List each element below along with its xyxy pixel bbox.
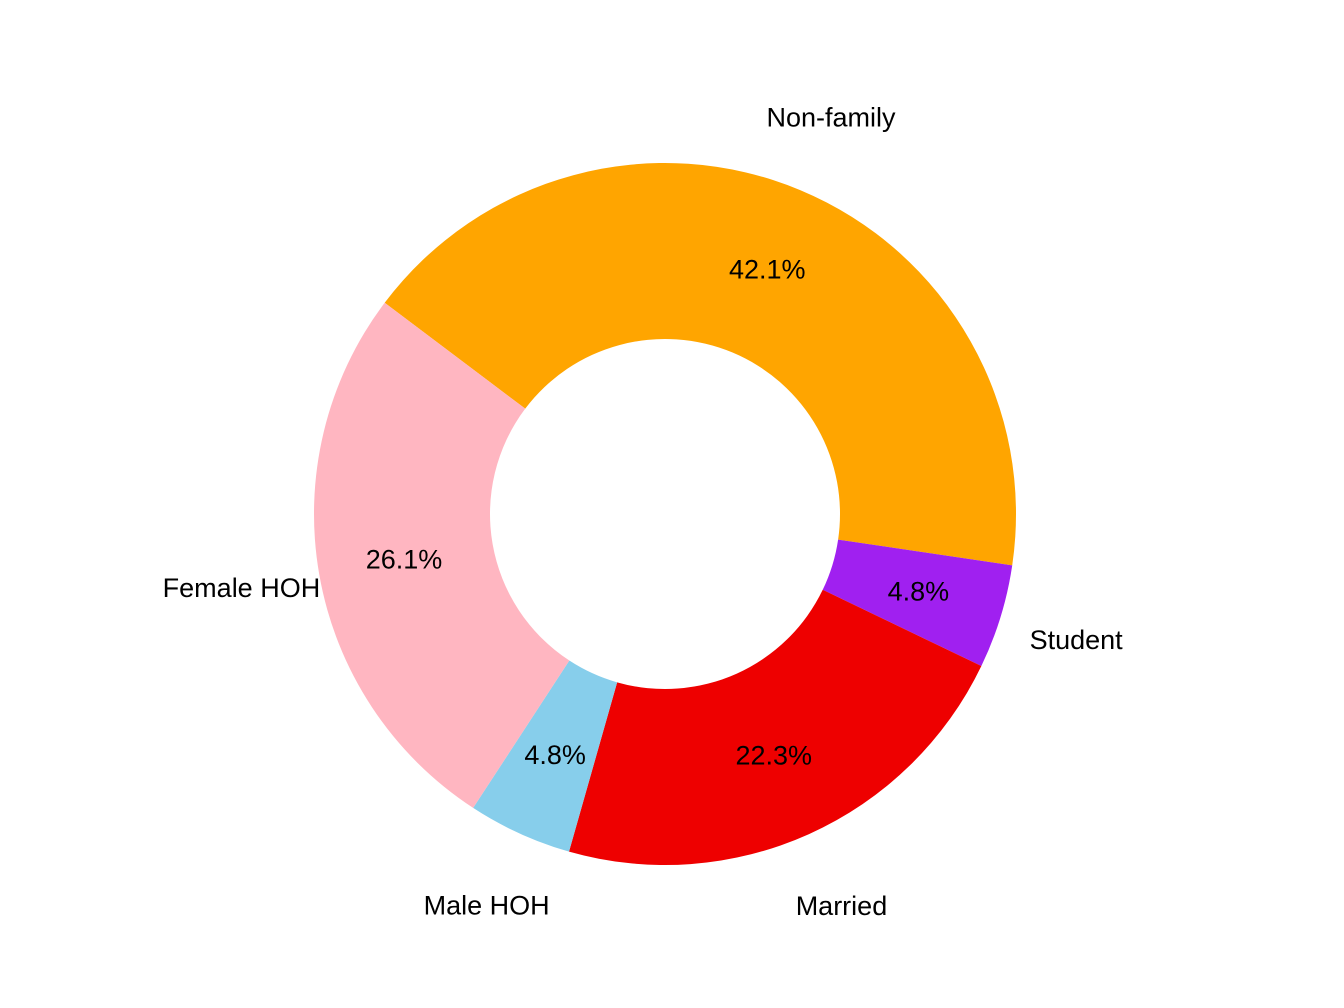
slice-married bbox=[569, 589, 982, 865]
category-labels-group: Non-family Student Married Male HOH Female H… bbox=[163, 102, 1123, 921]
percent-label: 4.8% bbox=[524, 740, 586, 770]
slice-non-family bbox=[384, 162, 1016, 566]
slice-student bbox=[822, 539, 1013, 667]
slice-male-hoh bbox=[473, 660, 618, 852]
category-label: Female HOH bbox=[163, 573, 321, 603]
percent-label: 42.1% bbox=[729, 255, 806, 285]
percent-labels-group: 42.1% 4.8% 22.3% 4.8% 26.1% bbox=[366, 255, 949, 771]
category-label: Married bbox=[796, 891, 888, 921]
slices-group bbox=[314, 162, 1016, 865]
category-label: Non-family bbox=[766, 102, 896, 132]
percent-label: 26.1% bbox=[366, 545, 443, 575]
category-label: Male HOH bbox=[424, 890, 550, 920]
percent-label: 22.3% bbox=[735, 741, 812, 771]
percent-label: 4.8% bbox=[888, 577, 950, 607]
slice-female-hoh bbox=[314, 302, 570, 808]
category-label: Student bbox=[1030, 625, 1124, 655]
